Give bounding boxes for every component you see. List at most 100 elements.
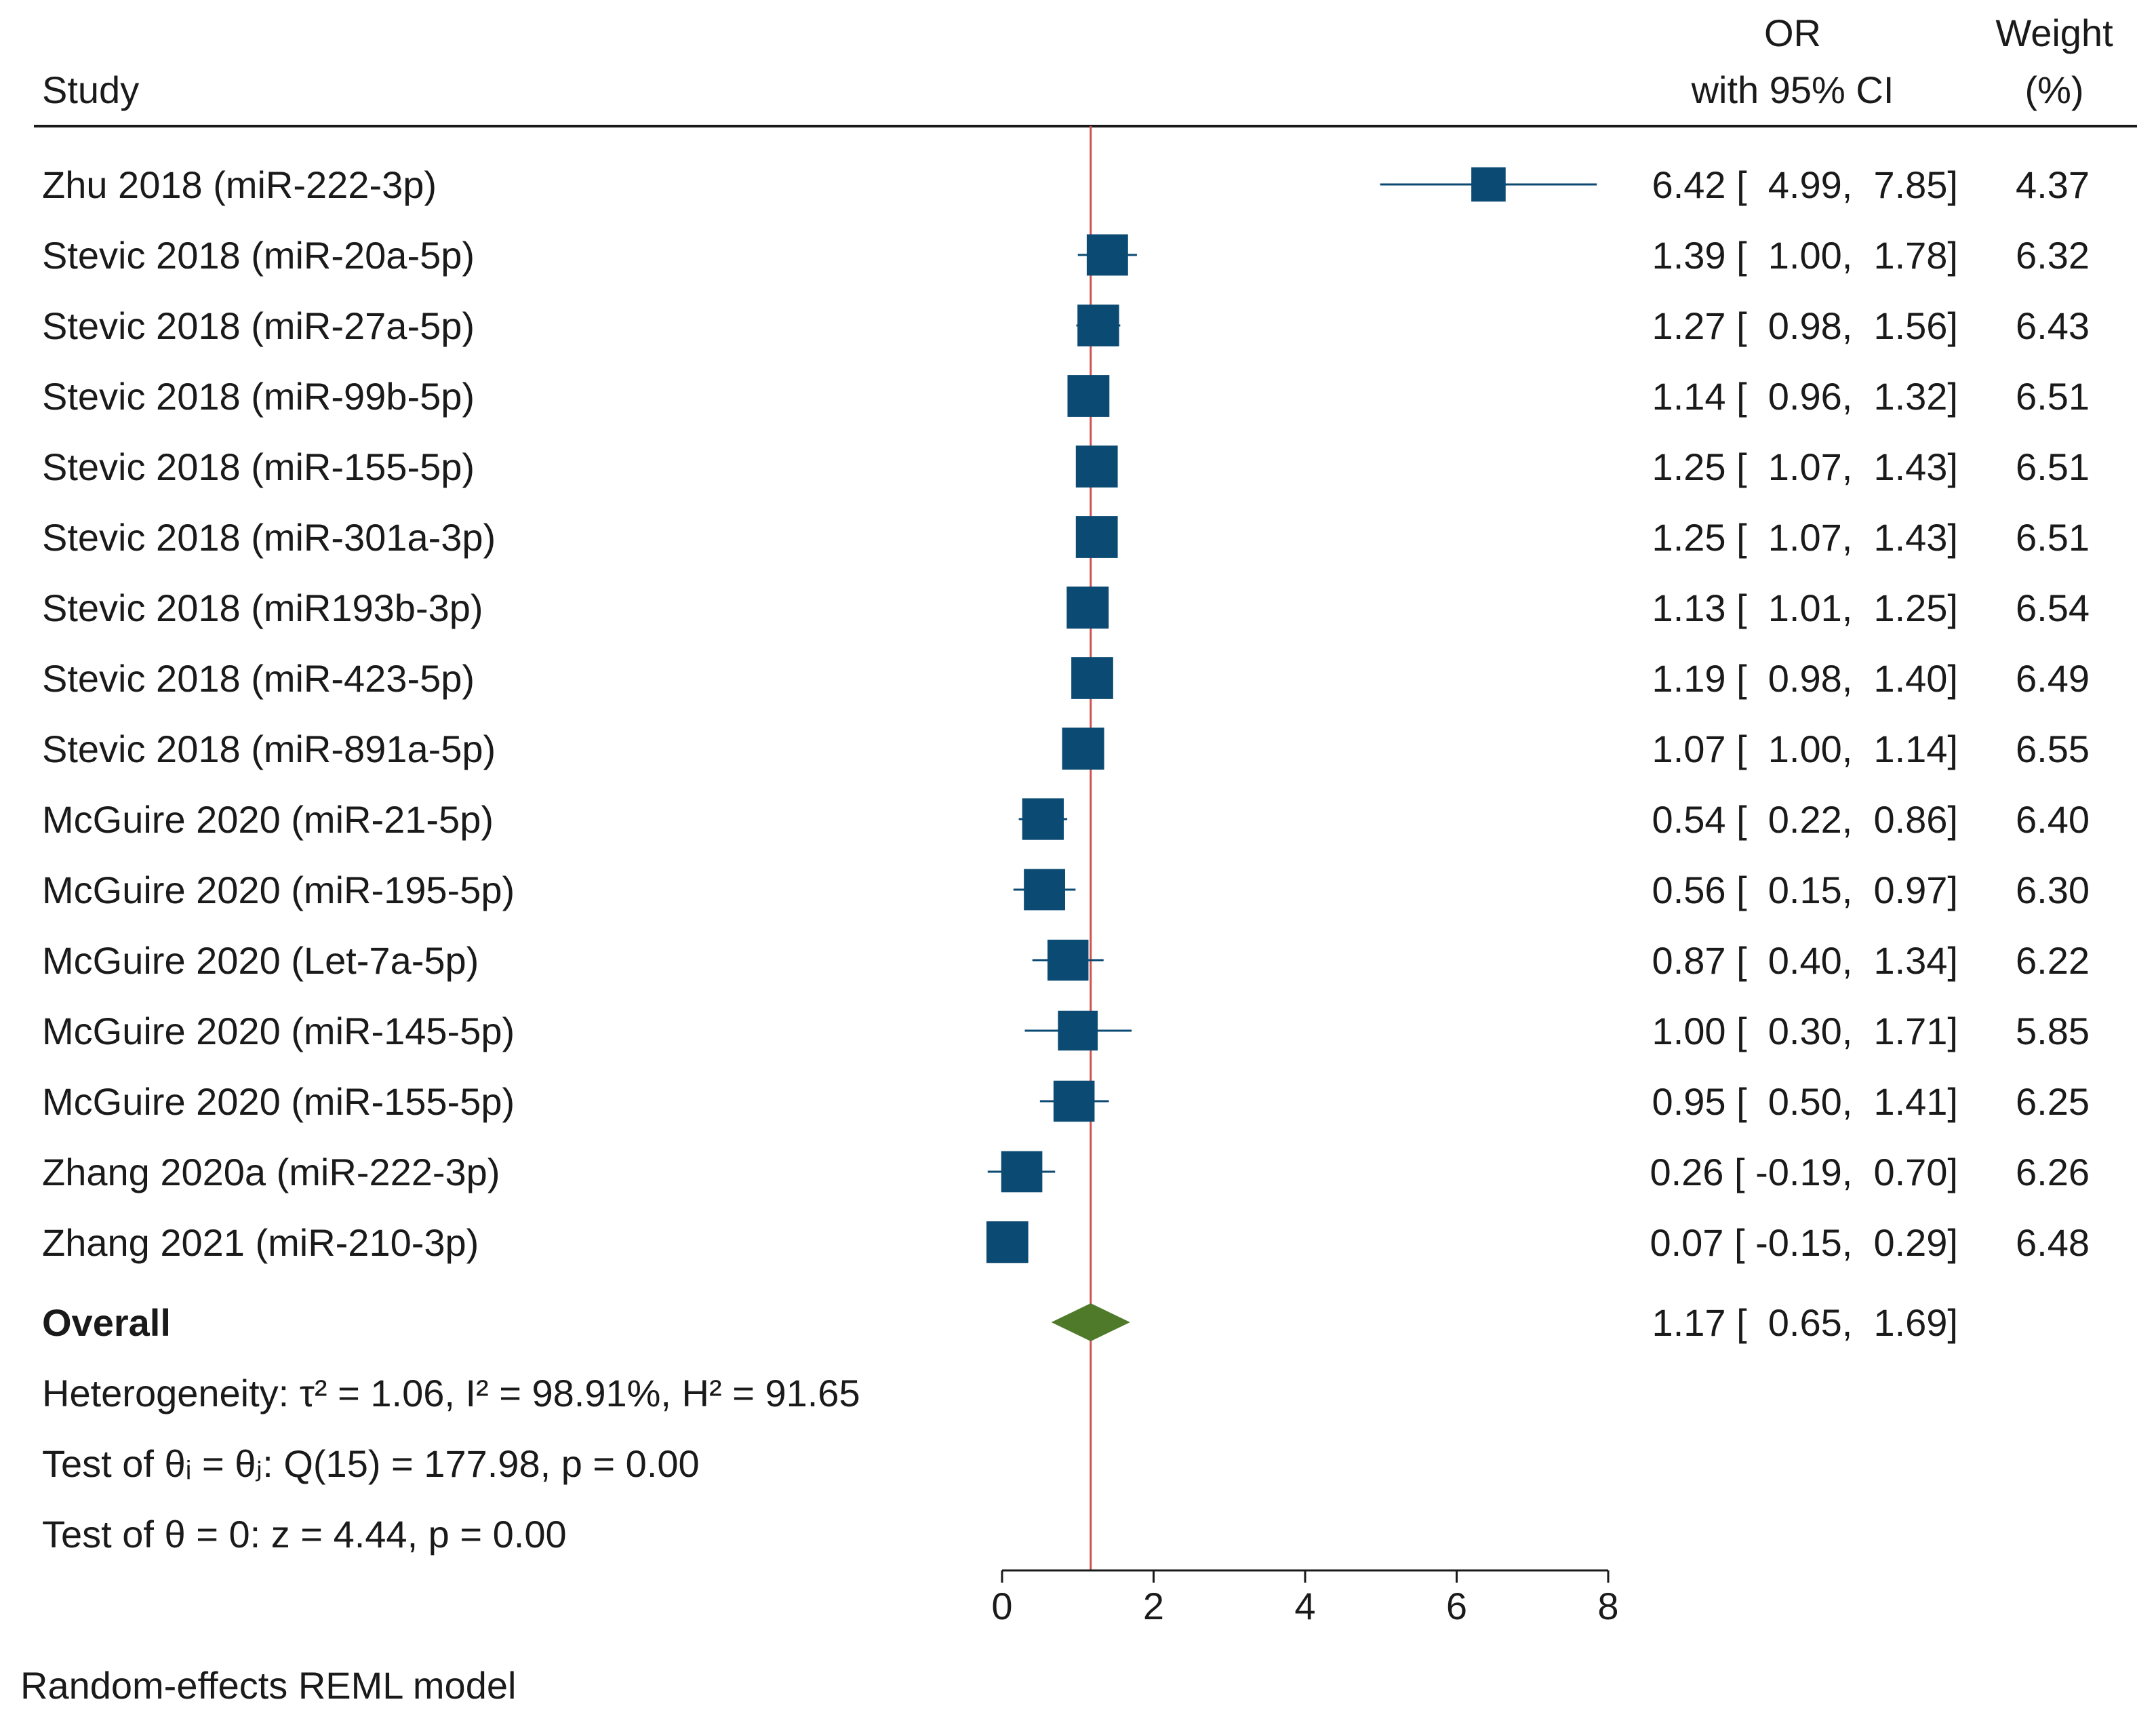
estimate-marker bbox=[986, 1221, 1029, 1263]
weight-text: 6.25 bbox=[2016, 1080, 2090, 1123]
weight-text: 6.55 bbox=[2016, 728, 2090, 770]
study-row: Zhang 2020a (miR-222-3p) 0.26 [ -0.19, 0.… bbox=[42, 1151, 2090, 1193]
study-row: Stevic 2018 (miR-423-5p) 1.19 [ 0.98, 1.4… bbox=[42, 657, 2090, 700]
estimate-marker bbox=[1047, 939, 1089, 981]
study-row: Stevic 2018 (miR-20a-5p) 1.39 [ 1.00, 1.7… bbox=[42, 234, 2090, 277]
model-footnote: Random-effects REML model bbox=[20, 1664, 516, 1707]
weight-text: 6.51 bbox=[2016, 445, 2090, 488]
x-tick-label: 4 bbox=[1294, 1585, 1315, 1627]
study-label: McGuire 2020 (miR-155-5p) bbox=[42, 1080, 515, 1123]
ci-text: 1.14 [ 0.96, 1.32] bbox=[1652, 375, 1958, 418]
x-tick-label: 2 bbox=[1143, 1585, 1164, 1627]
study-row: McGuire 2020 (miR-21-5p) 0.54 [ 0.22, 0.8… bbox=[42, 798, 2090, 841]
study-row: Stevic 2018 (miR-301a-3p) 1.25 [ 1.07, 1.… bbox=[42, 516, 2090, 559]
study-label: McGuire 2020 (miR-21-5p) bbox=[42, 798, 494, 841]
header-weight: Weight bbox=[1995, 12, 2113, 54]
estimate-marker bbox=[1062, 728, 1104, 770]
study-row: Zhang 2021 (miR-210-3p) 0.07 [ -0.15, 0.2… bbox=[42, 1221, 2090, 1264]
x-tick-label: 8 bbox=[1597, 1585, 1618, 1627]
study-label: Stevic 2018 (miR-20a-5p) bbox=[42, 234, 475, 277]
ci-text: 1.25 [ 1.07, 1.43] bbox=[1652, 445, 1958, 488]
estimate-marker bbox=[1071, 657, 1113, 699]
ci-text: 1.39 [ 1.00, 1.78] bbox=[1652, 234, 1958, 277]
estimate-marker bbox=[1075, 445, 1118, 488]
estimate-marker bbox=[1471, 167, 1506, 202]
x-tick-label: 0 bbox=[991, 1585, 1012, 1627]
header-or: OR bbox=[1764, 12, 1821, 54]
estimate-marker bbox=[1022, 798, 1064, 840]
estimate-marker bbox=[1024, 869, 1065, 911]
weight-text: 6.26 bbox=[2016, 1151, 2090, 1193]
ci-text: 0.26 [ -0.19, 0.70] bbox=[1650, 1151, 1958, 1193]
weight-text: 6.49 bbox=[2016, 657, 2090, 700]
ci-text: 1.25 [ 1.07, 1.43] bbox=[1652, 516, 1958, 559]
study-label: Stevic 2018 (miR-891a-5p) bbox=[42, 728, 496, 770]
study-label: Stevic 2018 (miR193b-3p) bbox=[42, 587, 483, 629]
ci-text: 0.07 [ -0.15, 0.29] bbox=[1650, 1221, 1958, 1264]
study-row: Stevic 2018 (miR193b-3p) 1.13 [ 1.01, 1.2… bbox=[42, 587, 2090, 629]
ci-text: 1.00 [ 0.30, 1.71] bbox=[1652, 1010, 1958, 1052]
study-label: Zhang 2021 (miR-210-3p) bbox=[42, 1221, 479, 1264]
study-label: McGuire 2020 (miR-145-5p) bbox=[42, 1010, 515, 1052]
weight-text: 6.48 bbox=[2016, 1221, 2090, 1264]
estimate-marker bbox=[1075, 516, 1118, 558]
weight-text: 4.37 bbox=[2016, 163, 2090, 206]
study-label: McGuire 2020 (Let-7a-5p) bbox=[42, 939, 479, 982]
x-axis: 0 2 4 6 8 bbox=[991, 1569, 1619, 1627]
ci-text: 0.54 [ 0.22, 0.86] bbox=[1652, 798, 1958, 841]
ci-text: 1.27 [ 0.98, 1.56] bbox=[1652, 304, 1958, 347]
study-row: McGuire 2020 (miR-155-5p) 0.95 [ 0.50, 1.… bbox=[42, 1080, 2090, 1123]
study-label: Stevic 2018 (miR-27a-5p) bbox=[42, 304, 475, 347]
study-row: McGuire 2020 (miR-195-5p) 0.56 [ 0.15, 0.… bbox=[42, 869, 2090, 911]
estimate-marker bbox=[1067, 375, 1110, 417]
estimate-marker bbox=[1001, 1151, 1043, 1193]
weight-text: 6.40 bbox=[2016, 798, 2090, 841]
estimate-marker bbox=[1053, 1080, 1095, 1122]
study-label: Stevic 2018 (miR-99b-5p) bbox=[42, 375, 475, 418]
study-label: Stevic 2018 (miR-155-5p) bbox=[42, 445, 475, 488]
ci-text: 1.19 [ 0.98, 1.40] bbox=[1652, 657, 1958, 700]
estimate-marker bbox=[1086, 234, 1128, 276]
study-label: Stevic 2018 (miR-423-5p) bbox=[42, 657, 475, 700]
study-rows: Zhu 2018 (miR-222-3p) 6.42 [ 4.99, 7.85] 4… bbox=[42, 163, 2090, 1264]
study-row: Stevic 2018 (miR-155-5p) 1.25 [ 1.07, 1.4… bbox=[42, 445, 2090, 488]
ci-text: 1.13 [ 1.01, 1.25] bbox=[1652, 587, 1958, 629]
ci-text: 0.87 [ 0.40, 1.34] bbox=[1652, 939, 1958, 982]
weight-text: 6.51 bbox=[2016, 516, 2090, 559]
x-tick-label: 6 bbox=[1446, 1585, 1467, 1627]
overall-diamond bbox=[1051, 1303, 1130, 1341]
study-label: Zhang 2020a (miR-222-3p) bbox=[42, 1151, 500, 1193]
weight-text: 6.51 bbox=[2016, 375, 2090, 418]
header-weight-unit: (%) bbox=[2024, 68, 2083, 111]
study-row: Zhu 2018 (miR-222-3p) 6.42 [ 4.99, 7.85] 4… bbox=[42, 163, 2090, 206]
study-row: McGuire 2020 (miR-145-5p) 1.00 [ 0.30, 1.… bbox=[42, 1010, 2090, 1052]
ci-text: 6.42 [ 4.99, 7.85] bbox=[1652, 163, 1958, 206]
study-row: Stevic 2018 (miR-891a-5p) 1.07 [ 1.00, 1.… bbox=[42, 728, 2090, 770]
heterogeneity-text: Heterogeneity: τ² = 1.06, I² = 98.91%, H… bbox=[42, 1372, 860, 1414]
estimate-marker bbox=[1066, 587, 1109, 629]
study-label: McGuire 2020 (miR-195-5p) bbox=[42, 869, 515, 911]
study-row: Stevic 2018 (miR-27a-5p) 1.27 [ 0.98, 1.5… bbox=[42, 304, 2090, 347]
study-label: Stevic 2018 (miR-301a-3p) bbox=[42, 516, 496, 559]
overall-label: Overall bbox=[42, 1301, 171, 1344]
test-zero-text: Test of θ = 0: z = 4.44, p = 0.00 bbox=[42, 1513, 567, 1556]
weight-text: 6.32 bbox=[2016, 234, 2090, 277]
ci-text: 0.56 [ 0.15, 0.97] bbox=[1652, 869, 1958, 911]
weight-text: 6.43 bbox=[2016, 304, 2090, 347]
header-study: Study bbox=[42, 68, 139, 111]
overall-ci-text: 1.17 [ 0.65, 1.69] bbox=[1652, 1301, 1958, 1344]
weight-text: 6.54 bbox=[2016, 587, 2090, 629]
weight-text: 6.30 bbox=[2016, 869, 2090, 911]
estimate-marker bbox=[1058, 1010, 1098, 1051]
study-row: Stevic 2018 (miR-99b-5p) 1.14 [ 0.96, 1.3… bbox=[42, 375, 2090, 418]
weight-text: 5.85 bbox=[2016, 1010, 2090, 1052]
ci-text: 0.95 [ 0.50, 1.41] bbox=[1652, 1080, 1958, 1123]
test-equal-text: Test of θᵢ = θⱼ: Q(15) = 177.98, p = 0.0… bbox=[42, 1442, 700, 1485]
study-row: McGuire 2020 (Let-7a-5p) 0.87 [ 0.40, 1.3… bbox=[42, 939, 2090, 982]
ci-text: 1.07 [ 1.00, 1.14] bbox=[1652, 728, 1958, 770]
estimate-marker bbox=[1077, 304, 1119, 346]
weight-text: 6.22 bbox=[2016, 939, 2090, 982]
header-or-ci: with 95% CI bbox=[1691, 68, 1894, 111]
study-label: Zhu 2018 (miR-222-3p) bbox=[42, 163, 437, 206]
